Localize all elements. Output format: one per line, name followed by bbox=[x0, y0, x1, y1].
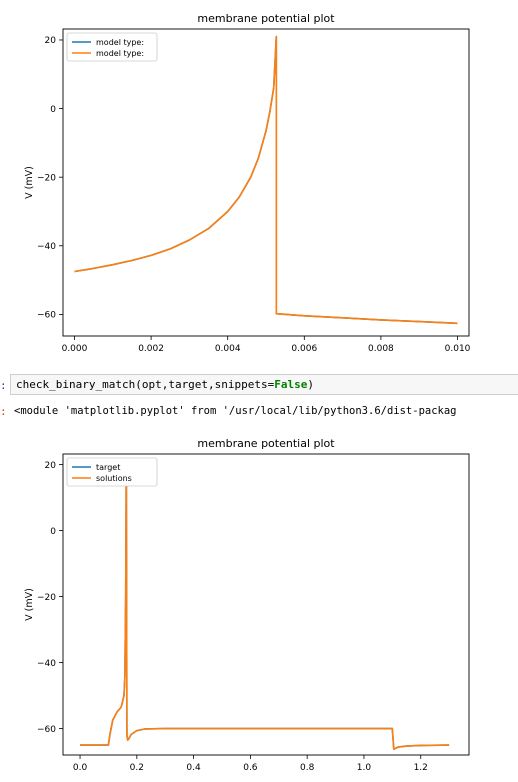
chart-2-y-axis-label: V (mV) bbox=[24, 588, 35, 621]
chart-1-series-line-1 bbox=[75, 37, 458, 324]
chart-2-series-line-2 bbox=[80, 461, 449, 749]
chart-1-x-tick-label: 0.002 bbox=[138, 344, 164, 354]
chart-1-axes-frame bbox=[63, 29, 469, 336]
output-cell: : <module 'matplotlib.pyplot' from '/usr… bbox=[0, 402, 518, 420]
chart-1-x-tick-label: 0.000 bbox=[62, 344, 88, 354]
chart-1-y-tick-label: 0 bbox=[50, 105, 56, 115]
chart-1-y-tick-label: −60 bbox=[37, 311, 56, 321]
output-text: <module 'matplotlib.pyplot' from '/usr/l… bbox=[14, 405, 518, 417]
code-keyword: False bbox=[274, 378, 307, 391]
chart-1-svg: membrane potential plot 0.000 0.002 0.004 0.… bbox=[0, 0, 518, 362]
chart-2-axes-frame bbox=[63, 454, 469, 755]
chart-2-y-tick-label: −40 bbox=[37, 659, 56, 669]
chart-1-x-tick-label: 0.004 bbox=[215, 344, 241, 354]
chart-1-y-tick-label: 20 bbox=[45, 36, 57, 46]
chart-1-legend-label: model type: bbox=[96, 38, 144, 47]
chart-2-x-tick-label: 1.0 bbox=[357, 763, 372, 773]
chart-2-x-tick-label: 0.0 bbox=[73, 763, 88, 773]
input-prompt: : bbox=[0, 379, 8, 392]
chart-1-y-axis-label: V (mV) bbox=[24, 166, 35, 199]
chart-1-legend-label: model type: bbox=[96, 49, 144, 58]
chart-1-x-tick-label: 0.010 bbox=[445, 344, 471, 354]
chart-2-legend-label: solutions bbox=[96, 474, 132, 483]
chart-1-y-tick-label: −20 bbox=[37, 173, 56, 183]
chart-2-y-tick-label: 20 bbox=[45, 461, 57, 471]
chart-1-x-tick-label: 0.008 bbox=[368, 344, 394, 354]
code-cell[interactable]: : check_binary_match(opt,target,snippets… bbox=[0, 374, 518, 396]
membrane-potential-plot-1: membrane potential plot 0.000 0.002 0.004 0.… bbox=[0, 0, 518, 362]
chart-2-x-tick-label: 1.2 bbox=[414, 763, 428, 773]
chart-1-x-tick-label: 0.006 bbox=[291, 344, 317, 354]
chart-2-svg: membrane potential plot 0.0 0.2 0.4 0.6 0.8 1.… bbox=[0, 430, 518, 782]
chart-1-title: membrane potential plot bbox=[197, 12, 335, 25]
chart-2-x-tick-label: 0.2 bbox=[130, 763, 144, 773]
chart-1-y-tick-label: −40 bbox=[37, 242, 56, 252]
chart-2-title: membrane potential plot bbox=[197, 437, 335, 450]
chart-2-x-tick-label: 0.8 bbox=[300, 763, 315, 773]
chart-1-series-line-2 bbox=[75, 37, 458, 324]
code-call: check_binary_match(opt,target,snippets= bbox=[16, 378, 274, 391]
chart-2-y-tick-label: −60 bbox=[37, 725, 56, 735]
chart-2-series-line-1 bbox=[80, 461, 449, 749]
chart-2-y-tick-label: −20 bbox=[37, 593, 56, 603]
chart-2-legend-label: target bbox=[96, 463, 120, 472]
code-editor[interactable]: check_binary_match(opt,target,snippets=F… bbox=[10, 374, 518, 395]
chart-2-y-tick-label: 0 bbox=[50, 527, 56, 537]
membrane-potential-plot-2: membrane potential plot 0.0 0.2 0.4 0.6 0.8 1.… bbox=[0, 430, 518, 782]
output-prompt: : bbox=[0, 405, 8, 418]
chart-2-x-tick-label: 0.4 bbox=[186, 763, 201, 773]
code-close: ) bbox=[307, 378, 314, 391]
chart-2-x-tick-label: 0.6 bbox=[243, 763, 258, 773]
